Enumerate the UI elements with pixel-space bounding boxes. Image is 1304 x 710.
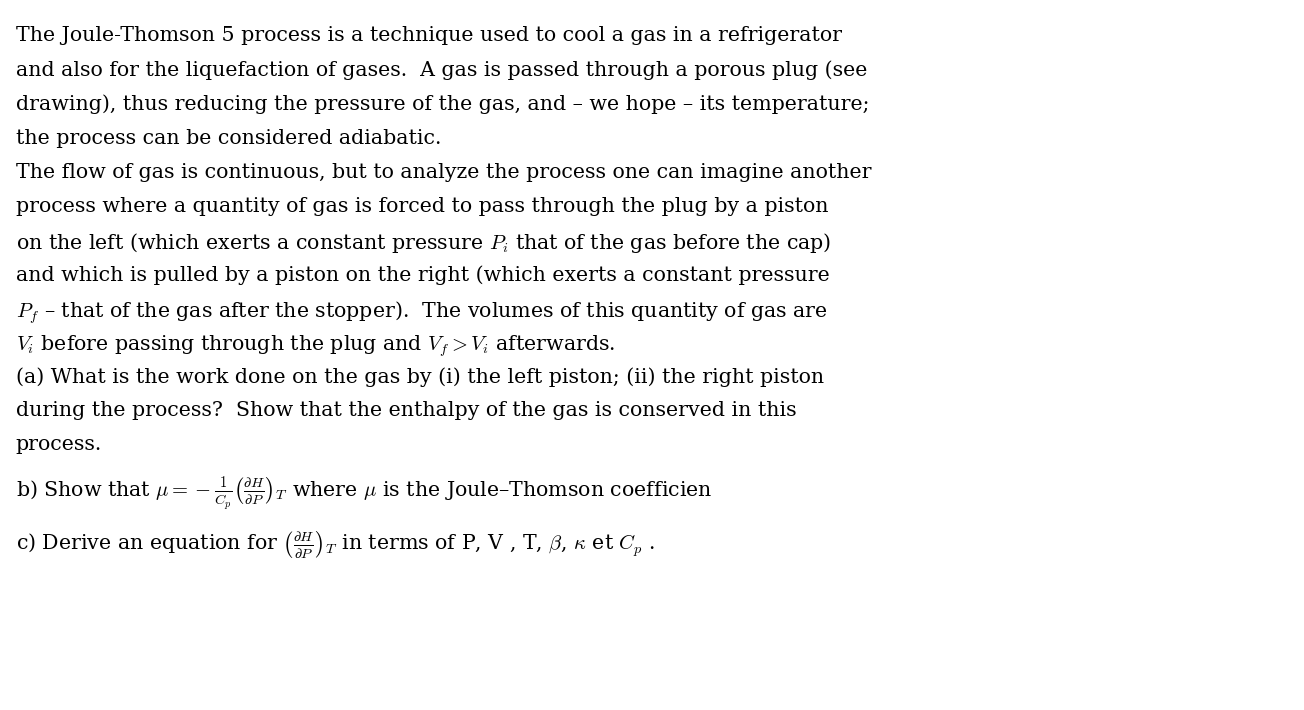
Text: process.: process. (16, 435, 102, 454)
Text: during the process?  Show that the enthalpy of the gas is conserved in this: during the process? Show that the enthal… (16, 401, 797, 420)
Text: $V_i$ before passing through the plug and $V_f > V_i$ afterwards.: $V_i$ before passing through the plug an… (16, 333, 615, 359)
Text: $P_f$ – that of the gas after the stopper).  The volumes of this quantity of gas: $P_f$ – that of the gas after the stoppe… (16, 299, 827, 326)
Text: (a) What is the work done on the gas by (i) the left piston; (ii) the right pist: (a) What is the work done on the gas by … (16, 367, 824, 387)
Text: The Joule-Thomson 5 process is a technique used to cool a gas in a refrigerator: The Joule-Thomson 5 process is a techniq… (16, 26, 841, 45)
Text: on the left (which exerts a constant pressure $P_i$ that of the gas before the c: on the left (which exerts a constant pre… (16, 231, 831, 255)
Text: process where a quantity of gas is forced to pass through the plug by a piston: process where a quantity of gas is force… (16, 197, 828, 216)
Text: and which is pulled by a piston on the right (which exerts a constant pressure: and which is pulled by a piston on the r… (16, 265, 829, 285)
Text: drawing), thus reducing the pressure of the gas, and – we hope – its temperature: drawing), thus reducing the pressure of … (16, 94, 870, 114)
Text: c) Derive an equation for $\left(\frac{\partial H}{\partial P}\right)_T$ in term: c) Derive an equation for $\left(\frac{\… (16, 529, 655, 560)
Text: The flow of gas is continuous, but to analyze the process one can imagine anothe: The flow of gas is continuous, but to an… (16, 163, 871, 182)
Text: b) Show that $\mu = -\frac{1}{C_p}\left(\frac{\partial H}{\partial P}\right)_T$ : b) Show that $\mu = -\frac{1}{C_p}\left(… (16, 476, 712, 513)
Text: the process can be considered adiabatic.: the process can be considered adiabatic. (16, 129, 441, 148)
Text: and also for the liquefaction of gases.  A gas is passed through a porous plug (: and also for the liquefaction of gases. … (16, 60, 867, 80)
